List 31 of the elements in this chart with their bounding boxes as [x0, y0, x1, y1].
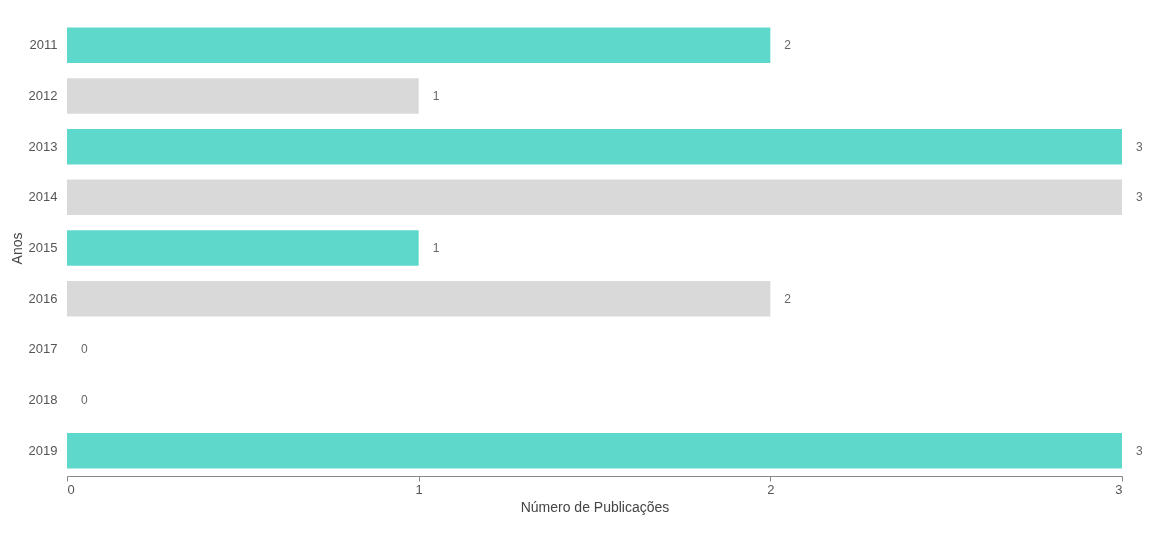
y-tick-label: 2015 [28, 240, 58, 255]
data-label: 1 [432, 89, 440, 103]
data-label: 3 [1136, 139, 1143, 154]
data-label: 3 [1136, 190, 1143, 205]
x-tick-label: 1 [415, 481, 423, 497]
data-label: 2 [784, 38, 792, 53]
x-tick-label: 0 [67, 481, 75, 497]
y-tick-label: 2011 [29, 37, 58, 53]
bar [67, 78, 419, 114]
data-label: 0 [81, 393, 88, 407]
data-label: 1 [432, 241, 440, 255]
bar [67, 432, 1122, 469]
x-tick-label: 2 [767, 481, 775, 497]
y-tick-label: 2013 [28, 138, 58, 154]
y-tick-label: 2019 [28, 442, 58, 458]
y-tick-label: 2018 [28, 392, 58, 407]
x-tick-label: 3 [1115, 481, 1123, 497]
bar [67, 280, 771, 317]
data-label: 0 [81, 342, 88, 357]
y-axis-title: Anos [8, 232, 25, 265]
bar [67, 179, 1122, 216]
bar [67, 128, 1122, 165]
bar [67, 27, 771, 64]
y-tick-label: 2017 [28, 341, 58, 357]
data-label: 3 [1136, 443, 1143, 458]
y-tick-label: 2012 [28, 88, 58, 103]
y-tick-label: 2016 [28, 290, 58, 306]
bar [67, 230, 419, 266]
y-tick-label: 2014 [28, 189, 58, 205]
x-axis-title: Número de Publicações [520, 498, 670, 515]
data-label: 2 [784, 291, 792, 306]
